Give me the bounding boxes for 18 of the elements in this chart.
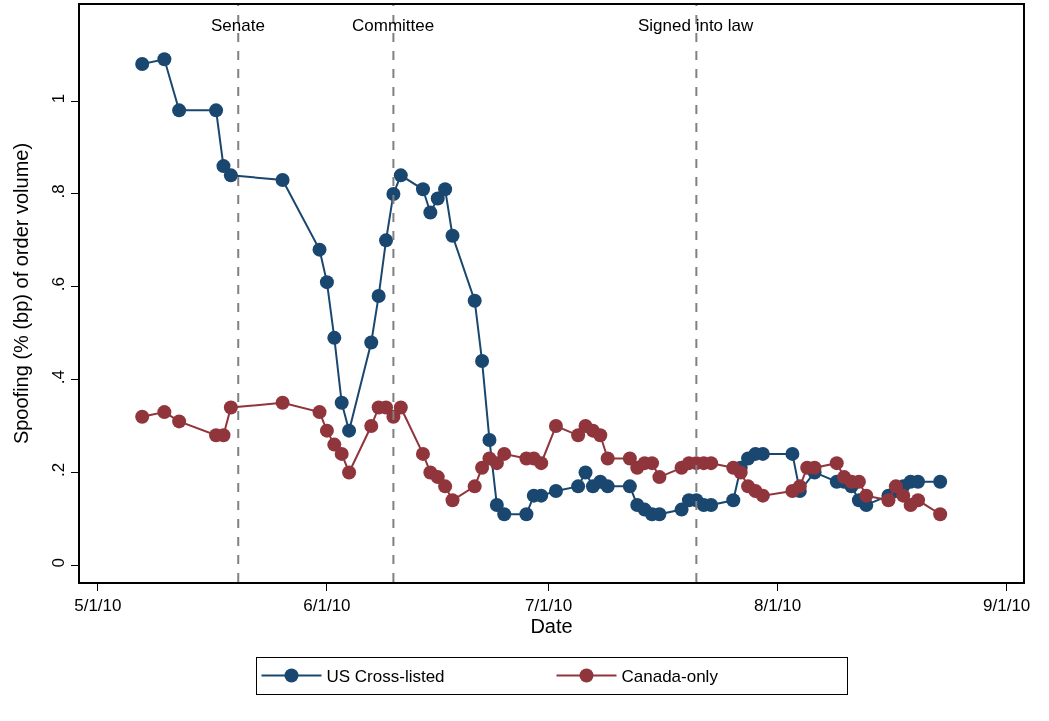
ref-line-label: Signed into law [638,16,755,35]
ref-line-label: Senate [211,16,265,35]
x-axis-title: Date [530,615,573,638]
x-tick-label: 7/1/10 [524,596,573,616]
x-tick-label: 6/1/10 [303,596,351,616]
legend-label: Canada-only [621,667,719,687]
y-axis-title: Spoofing (% (bp) of order volume) [10,142,33,445]
x-tick-label: 5/1/10 [74,596,122,616]
y-tick-label: .4 [49,369,69,385]
y-tick-label: .8 [49,184,69,199]
ref-line-label: Committee [352,16,435,35]
y-tick-label: .2 [49,462,69,477]
x-tick-label: 8/1/10 [754,596,802,616]
x-tick-label: 9/1/10 [983,596,1031,616]
y-tick-label: 1 [49,93,69,104]
y-tick-label: 0 [49,558,69,568]
legend-label: US Cross-listed [326,667,445,687]
y-tick-label: .6 [49,277,69,292]
